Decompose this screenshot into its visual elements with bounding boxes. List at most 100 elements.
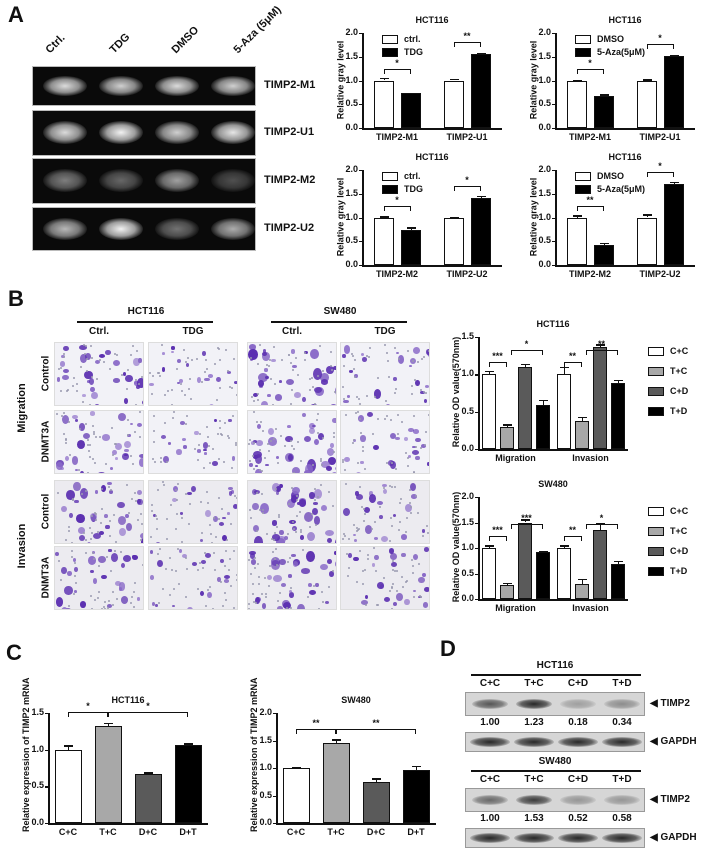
- cell-blob: [290, 348, 296, 354]
- pore-dot: [257, 582, 260, 585]
- pore-dot: [342, 458, 345, 461]
- pore-dot: [350, 353, 353, 356]
- cell-blob: [120, 596, 129, 605]
- cell-blob: [396, 593, 403, 602]
- pore-dot: [174, 488, 177, 491]
- pore-dot: [86, 357, 89, 360]
- blot-loading-label: ◀ GAPDH: [650, 736, 697, 747]
- pore-dot: [357, 397, 360, 400]
- cell-blob: [415, 437, 421, 443]
- y-tick: [359, 56, 362, 58]
- cell-blob: [408, 454, 412, 458]
- cell-blob: [180, 512, 184, 515]
- pore-dot: [103, 360, 106, 363]
- y-tick: [273, 768, 276, 770]
- error-cap: [559, 545, 569, 547]
- cell-blob: [112, 449, 118, 456]
- cell-blob: [389, 432, 396, 439]
- cell-blob: [427, 348, 429, 357]
- pore-dot: [134, 403, 137, 405]
- pore-dot: [85, 490, 88, 493]
- pore-dot: [328, 585, 331, 588]
- pore-dot: [97, 565, 100, 568]
- significance-label: **: [597, 339, 605, 350]
- pore-dot: [331, 368, 334, 371]
- legend-label: T+D: [670, 566, 688, 576]
- cell-blob: [61, 374, 69, 381]
- cell-blob: [271, 560, 281, 571]
- legend-swatch: [382, 185, 398, 194]
- error-bar: [617, 560, 619, 565]
- pore-dot: [383, 576, 386, 579]
- blot-band: [470, 833, 510, 843]
- cell-blob: [205, 510, 211, 518]
- pore-dot: [297, 374, 299, 377]
- blot-loading: [465, 828, 645, 848]
- cell-blob: [423, 398, 428, 404]
- legend-label: DMSO: [597, 171, 624, 181]
- pore-dot: [228, 568, 231, 571]
- pore-dot: [290, 487, 293, 490]
- cell-blob: [302, 413, 307, 418]
- cell-blob: [94, 404, 99, 405]
- pore-dot: [222, 604, 225, 607]
- pore-dot: [198, 444, 201, 447]
- cell-blob: [232, 456, 236, 462]
- pore-dot: [172, 587, 175, 590]
- cell-blob: [74, 418, 79, 422]
- cell-blob: [309, 589, 317, 595]
- pore-dot: [94, 511, 97, 514]
- pore-dot: [114, 352, 117, 355]
- y-tick-label: 0.5: [345, 235, 358, 246]
- pore-dot: [158, 602, 161, 605]
- cell-blob: [304, 511, 314, 522]
- error-cap: [292, 766, 301, 769]
- pore-dot: [353, 367, 356, 370]
- cell-blob: [125, 513, 130, 519]
- pore-dot: [391, 569, 394, 572]
- x-tick-label: TIMP2-M2: [375, 269, 418, 279]
- micrograph: [54, 410, 144, 474]
- cell-blob: [299, 535, 304, 540]
- blot-lane-label: C+D: [567, 774, 589, 785]
- pore-dot: [351, 355, 354, 358]
- pore-dot: [375, 603, 378, 606]
- cell-blob: [191, 485, 197, 493]
- pore-dot: [308, 377, 311, 380]
- blot-title: HCT116: [536, 660, 574, 671]
- cell-blob: [327, 456, 336, 466]
- cell-blob: [363, 507, 371, 514]
- pore-dot: [93, 433, 96, 436]
- gel-lane-label: Ctrl.: [43, 31, 68, 56]
- y-tick-label: 2.0: [538, 164, 551, 174]
- pore-dot: [91, 607, 94, 609]
- error-cap: [669, 55, 679, 57]
- cell-blob: [423, 547, 429, 552]
- error-cap: [599, 242, 609, 245]
- blot-band: [514, 833, 554, 843]
- pore-dot: [253, 467, 256, 470]
- cell-blob: [130, 422, 134, 425]
- pore-dot: [165, 568, 168, 571]
- pore-dot: [388, 485, 391, 488]
- error-cap: [502, 582, 512, 585]
- cell-blob: [408, 365, 413, 368]
- pore-dot: [99, 522, 102, 525]
- y-tick-label: 0.0: [461, 443, 474, 453]
- pore-dot: [311, 377, 314, 380]
- pore-dot: [248, 608, 251, 609]
- legend-swatch: [575, 48, 591, 57]
- cell-blob: [221, 534, 227, 541]
- y-axis: [48, 713, 50, 824]
- pore-dot: [74, 581, 77, 584]
- blot-quant: 0.52: [568, 813, 588, 824]
- y-tick-label: 0.5: [461, 567, 474, 578]
- pore-dot: [227, 369, 230, 372]
- pore-dot: [409, 488, 412, 491]
- pore-dot: [410, 559, 413, 562]
- cell-blob: [140, 532, 143, 539]
- cell-blob: [202, 442, 209, 450]
- y-axis: [276, 713, 278, 824]
- cell-blob: [171, 497, 178, 503]
- pore-dot: [415, 495, 418, 498]
